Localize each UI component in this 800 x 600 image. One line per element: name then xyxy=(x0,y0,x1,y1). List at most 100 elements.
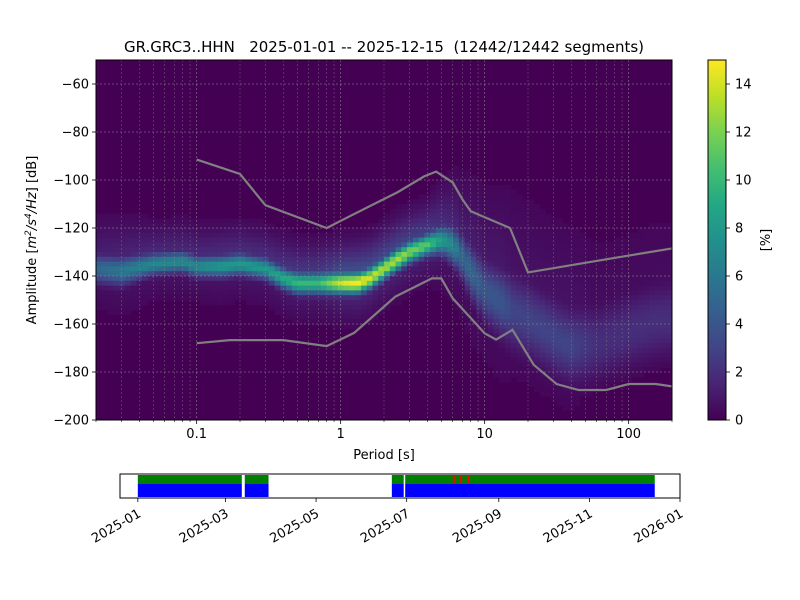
heatmap-cell xyxy=(528,271,535,277)
heatmap-cell xyxy=(170,276,178,282)
heatmap-cell xyxy=(332,256,339,263)
heatmap-cell xyxy=(430,247,437,253)
heatmap-cell xyxy=(418,271,425,277)
heatmap-cell xyxy=(447,252,454,258)
heatmap-cell xyxy=(545,319,552,325)
heatmap-cell xyxy=(481,199,489,205)
heatmap-cell xyxy=(533,319,541,325)
heatmap-cell xyxy=(487,362,495,368)
heatmap-cell xyxy=(199,228,207,234)
heatmap-cell xyxy=(453,232,460,239)
heatmap-cell xyxy=(222,261,230,267)
heatmap-cell xyxy=(96,223,103,229)
heatmap-cell xyxy=(360,285,368,291)
heatmap-cell xyxy=(602,333,610,339)
heatmap-cell xyxy=(591,348,598,354)
heatmap-cell xyxy=(441,194,448,200)
heatmap-cell xyxy=(458,242,466,248)
heatmap-cell xyxy=(504,357,512,363)
heatmap-cell xyxy=(539,218,546,224)
heatmap-cell xyxy=(453,266,460,272)
heatmap-cell xyxy=(608,319,615,325)
heatmap-cell xyxy=(539,381,546,387)
heatmap-cell xyxy=(401,208,408,215)
heatmap-cell xyxy=(487,194,495,200)
heatmap-cell xyxy=(395,295,402,301)
heatmap-cell xyxy=(314,232,322,239)
heatmap-cell xyxy=(297,237,304,243)
heatmap-cell xyxy=(481,338,489,344)
heatmap-cell xyxy=(528,372,535,378)
heatmap-cell xyxy=(389,261,397,267)
heatmap-cell xyxy=(355,285,362,291)
heatmap-cell xyxy=(337,314,345,320)
heatmap-cell xyxy=(159,285,166,291)
heatmap-cell xyxy=(591,328,598,335)
heatmap-cell xyxy=(384,228,391,234)
heatmap-cell xyxy=(326,295,333,301)
heatmap-cell xyxy=(556,247,564,253)
heatmap-cell xyxy=(631,362,639,368)
heatmap-cell xyxy=(119,261,126,267)
heatmap-cell xyxy=(556,285,564,291)
heatmap-cell xyxy=(625,290,633,296)
heatmap-cell xyxy=(579,256,587,263)
heatmap-cell xyxy=(309,309,316,315)
heatmap-cell xyxy=(136,232,143,239)
heatmap-cell xyxy=(516,319,523,325)
heatmap-cell xyxy=(666,348,672,354)
heatmap-cell xyxy=(637,237,644,243)
heatmap-cell xyxy=(637,290,644,296)
heatmap-cell xyxy=(539,237,546,243)
heatmap-cell xyxy=(504,256,512,263)
heatmap-cell xyxy=(614,338,621,344)
heatmap-cell xyxy=(631,300,639,306)
heatmap-cell xyxy=(314,247,322,253)
heatmap-cell xyxy=(188,218,195,224)
heatmap-cell xyxy=(504,333,512,339)
heatmap-cell xyxy=(274,295,281,301)
heatmap-cell xyxy=(499,300,506,306)
heatmap-cell xyxy=(504,343,512,349)
heatmap-cell xyxy=(631,357,639,363)
colorbar-label: [%] xyxy=(759,229,774,252)
heatmap-cell xyxy=(136,300,143,306)
heatmap-cell xyxy=(631,338,639,344)
heatmap-cell xyxy=(660,290,667,296)
heatmap-cell xyxy=(435,237,443,243)
heatmap-cell xyxy=(424,232,431,239)
heatmap-cell xyxy=(562,304,569,311)
heatmap-cell xyxy=(453,261,460,267)
heatmap-cell xyxy=(378,266,385,272)
heatmap-cell xyxy=(458,213,466,219)
heatmap-cell xyxy=(211,223,218,229)
heatmap-cell xyxy=(464,285,471,291)
heatmap-cell xyxy=(504,300,512,306)
heatmap-cell xyxy=(493,194,500,200)
heatmap-cell xyxy=(211,266,218,272)
heatmap-cell xyxy=(545,343,552,349)
heatmap-cell xyxy=(574,319,581,325)
heatmap-cell xyxy=(499,309,506,315)
heatmap-cell xyxy=(458,247,466,253)
heatmap-cell xyxy=(153,261,160,267)
heatmap-cell xyxy=(326,232,333,239)
heatmap-cell xyxy=(562,376,569,383)
heatmap-cell xyxy=(579,319,587,325)
heatmap-cell xyxy=(268,276,276,282)
heatmap-cell xyxy=(113,304,120,311)
heatmap-cell xyxy=(291,271,299,277)
heatmap-cell xyxy=(245,242,253,248)
heatmap-cell xyxy=(211,252,218,258)
heatmap-cell xyxy=(245,247,253,253)
heatmap-cell xyxy=(648,242,656,248)
heatmap-cell xyxy=(585,271,592,277)
heatmap-cell xyxy=(614,352,621,359)
heatmap-cell xyxy=(487,189,495,195)
heatmap-cell xyxy=(643,242,650,248)
heatmap-cell xyxy=(551,242,558,248)
heatmap-cell xyxy=(528,237,535,243)
heatmap-cell xyxy=(597,247,604,253)
heatmap-cell xyxy=(585,276,592,282)
heatmap-cell xyxy=(435,213,443,219)
